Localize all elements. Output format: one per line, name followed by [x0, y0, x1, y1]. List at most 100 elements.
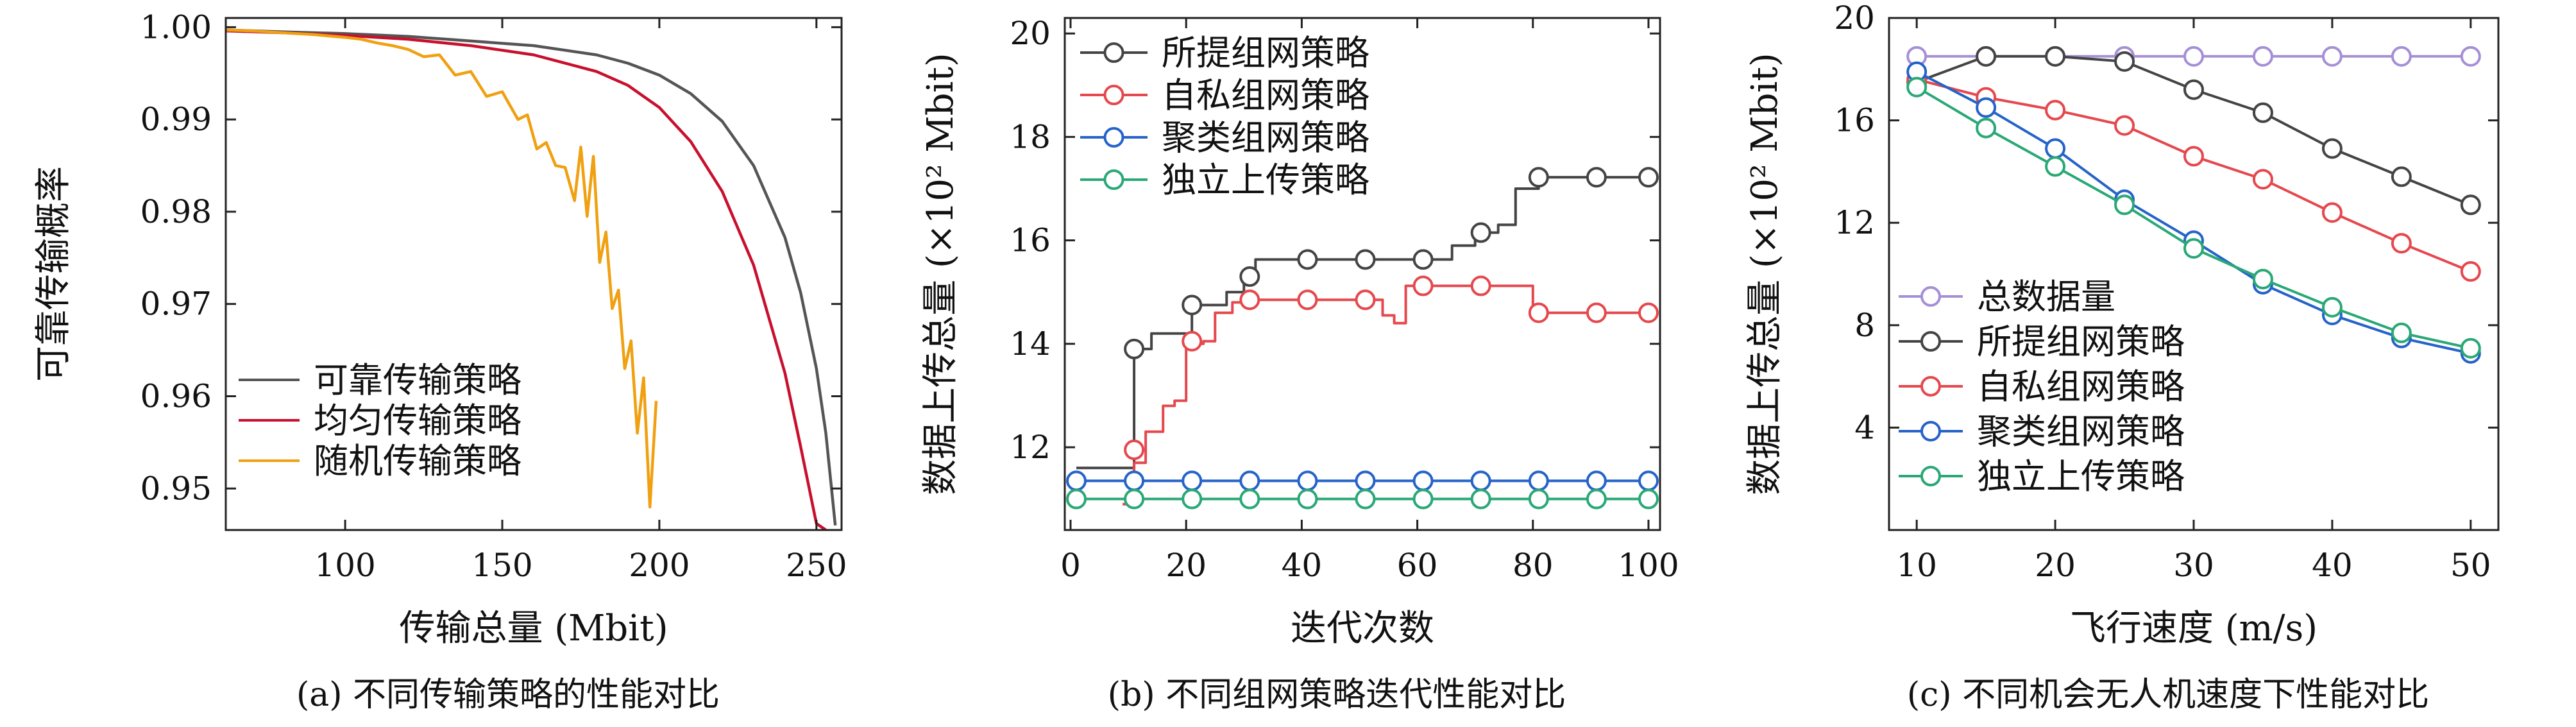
x-tick-label: 40: [2312, 547, 2353, 584]
legend-marker: [1920, 331, 1941, 352]
data-point-s1-2: [1182, 295, 1203, 316]
data-point-s1-4: [1297, 249, 1318, 270]
data-point-s5-2: [1976, 117, 1997, 139]
data-point-s5-7: [2321, 296, 2343, 318]
data-point-s3-5: [1297, 470, 1318, 492]
x-tick-label: 200: [629, 547, 690, 584]
data-point-s2-7: [2321, 138, 2343, 159]
legend-label: 聚类组网策略: [1162, 117, 1369, 158]
data-point-s4-2: [1124, 488, 1145, 509]
legend-label: 独立上传策略: [1977, 456, 2185, 497]
data-point-s1-6: [1412, 249, 1434, 270]
panel-caption: (c) 不同机会无人机速度下性能对比: [1907, 676, 2429, 714]
y-tick-label: 0.96: [140, 378, 212, 415]
legend-marker: [1920, 421, 1941, 441]
data-point-s4-2: [1976, 97, 1997, 118]
data-point-s2-5: [1355, 289, 1376, 311]
legend-label: 所提组网策略: [1977, 321, 2185, 362]
legend-marker: [1920, 286, 1941, 307]
legend-label: 可靠传输策略: [314, 360, 521, 400]
y-tick-label: 8: [1854, 307, 1875, 344]
y-tick-label: 16: [1834, 102, 1875, 139]
data-point-s3-6: [1355, 470, 1376, 492]
x-tick-label: 20: [1165, 547, 1207, 584]
y-tick-label: 0.95: [140, 470, 212, 507]
data-point-s2-8: [1528, 302, 1549, 323]
data-point-s2-4: [1297, 289, 1318, 311]
data-point-s5-6: [2252, 268, 2273, 289]
data-point-s3-6: [2252, 169, 2273, 190]
y-tick-label: 4: [1854, 409, 1875, 446]
legend-label: 独立上传策略: [1162, 160, 1369, 200]
legend-label: 自私组网策略: [1162, 75, 1369, 115]
data-point-s2-3: [2045, 46, 2066, 67]
data-point-s3-3: [2045, 99, 2066, 121]
x-tick-label: 150: [471, 547, 532, 584]
data-point-s5-1: [1906, 76, 1928, 98]
y-axis-label: 数据上传总量 (×10² Mbit): [1744, 53, 1786, 495]
legend-marker: [1103, 127, 1124, 148]
y-tick-label: 16: [1010, 222, 1051, 259]
data-point-s2-10: [1638, 302, 1659, 323]
data-point-s4-4: [1239, 488, 1260, 509]
chart-panel-c: 10 20 30 40 50 4 8 12 16 20 飞行速度 (m/s) 数据上传总量 (×10²…: [1744, 0, 2500, 714]
data-point-s5-3: [2045, 156, 2066, 177]
y-tick-label: 20: [1834, 0, 1875, 37]
plot-frame: [1063, 17, 1661, 531]
data-point-s5-9: [2460, 338, 2481, 359]
data-point-s1-6: [2252, 46, 2273, 67]
x-tick-label: 0: [1060, 547, 1081, 584]
legend-marker: [1103, 85, 1124, 105]
data-point-s2-1: [1124, 440, 1145, 461]
data-point-s2-2: [1976, 46, 1997, 67]
data-point-s3-8: [1470, 470, 1491, 492]
x-tick-label: 250: [786, 547, 847, 584]
x-axis-label: 迭代次数: [1291, 608, 1434, 649]
data-point-s1-7: [2321, 46, 2343, 67]
data-point-s4-1: [1066, 488, 1087, 509]
series-line-2: [1916, 55, 2471, 207]
legend-marker: [1103, 169, 1124, 190]
data-point-s3-8: [2391, 233, 2412, 254]
data-point-s3-3: [1182, 470, 1203, 492]
data-point-s3-5: [2183, 146, 2204, 167]
x-tick-label: 10: [1896, 547, 1937, 584]
data-point-s3-7: [2321, 202, 2343, 223]
data-point-s2-9: [1586, 302, 1607, 323]
y-tick-label: 0.99: [140, 101, 212, 138]
data-point-s2-6: [2252, 102, 2273, 123]
data-point-s4-7: [1412, 488, 1434, 509]
data-point-s3-1: [1066, 470, 1087, 492]
data-point-s4-5: [1297, 488, 1318, 509]
data-point-s5-5: [2183, 238, 2204, 259]
data-point-s3-9: [2460, 261, 2481, 282]
y-tick-label: 0.98: [140, 193, 212, 230]
legend-label: 随机传输策略: [314, 441, 521, 481]
series-line-2: [226, 29, 827, 530]
data-point-s1-10: [1638, 167, 1659, 188]
data-point-s3-7: [1412, 470, 1434, 492]
data-point-s1-8: [1528, 167, 1549, 188]
y-tick-label: 20: [1010, 15, 1051, 52]
data-point-s4-6: [1355, 488, 1376, 509]
data-point-s4-11: [1638, 488, 1659, 509]
legend-label: 自私组网策略: [1977, 366, 2185, 407]
data-point-s3-10: [1586, 470, 1607, 492]
series-line-2: [1123, 284, 1648, 506]
x-tick-label: 30: [2173, 547, 2214, 584]
data-point-s5-8: [2391, 322, 2412, 343]
data-point-s4-3: [2045, 138, 2066, 159]
y-tick-label: 14: [1010, 325, 1051, 363]
legend-label: 均匀传输策略: [314, 400, 521, 441]
legend-label: 所提组网策略: [1162, 33, 1369, 73]
data-point-s3-4: [2114, 115, 2135, 136]
data-point-s1-9: [1586, 167, 1607, 188]
data-point-s1-1: [1124, 338, 1145, 359]
y-axis-label: 数据上传总量 (×10² Mbit): [920, 53, 962, 495]
legend-marker: [1920, 466, 1941, 486]
x-tick-label: 50: [2450, 547, 2491, 584]
y-tick-label: 0.97: [140, 286, 212, 323]
data-point-s3-2: [1124, 470, 1145, 492]
series-group: [226, 28, 837, 530]
